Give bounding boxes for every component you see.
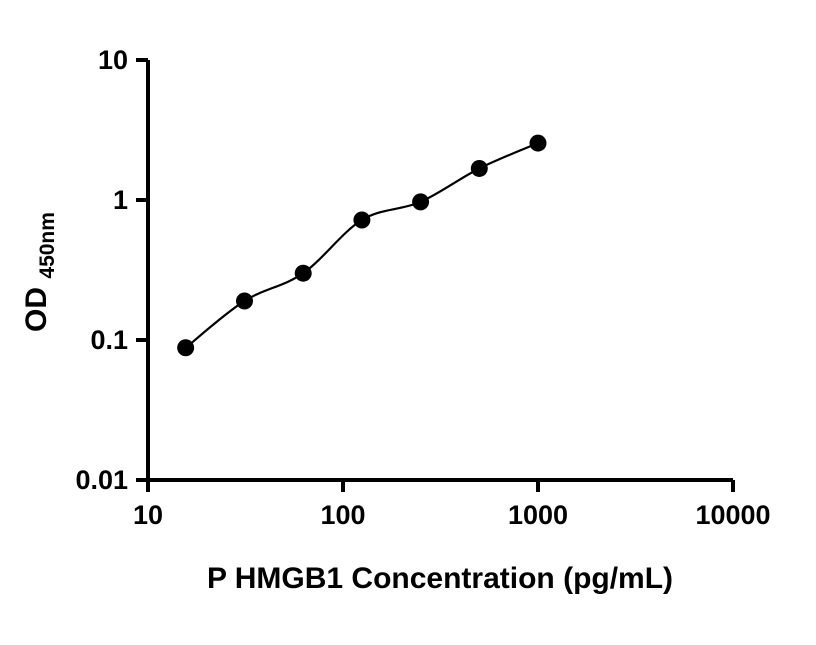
- data-point: [529, 134, 547, 152]
- data-point: [412, 193, 430, 211]
- data-point: [470, 159, 488, 177]
- data-point: [235, 292, 253, 310]
- series-group: [177, 134, 547, 357]
- y-tick-label: 0.1: [90, 325, 128, 355]
- data-point: [177, 339, 195, 357]
- axes-group: 10 100 1000 10000 0.01 0.1 1 10: [75, 45, 770, 530]
- y-tick-label: 10: [98, 45, 128, 75]
- y-tick-label: 0.01: [75, 465, 128, 495]
- x-tick-label: 1000: [508, 500, 568, 530]
- y-tick-label: 1: [113, 185, 128, 215]
- x-tick-label: 10000: [695, 500, 770, 530]
- y-axis-title-main: OD: [20, 287, 53, 332]
- y-axis-title-subscript: 450nm: [36, 212, 59, 279]
- y-axis-title: OD 450nm: [20, 212, 59, 332]
- x-tick-label: 10: [133, 500, 163, 530]
- x-axis-title: P HMGB1 Concentration (pg/mL): [207, 562, 673, 595]
- data-point: [353, 211, 371, 229]
- data-point: [294, 264, 312, 282]
- x-tick-label: 100: [320, 500, 365, 530]
